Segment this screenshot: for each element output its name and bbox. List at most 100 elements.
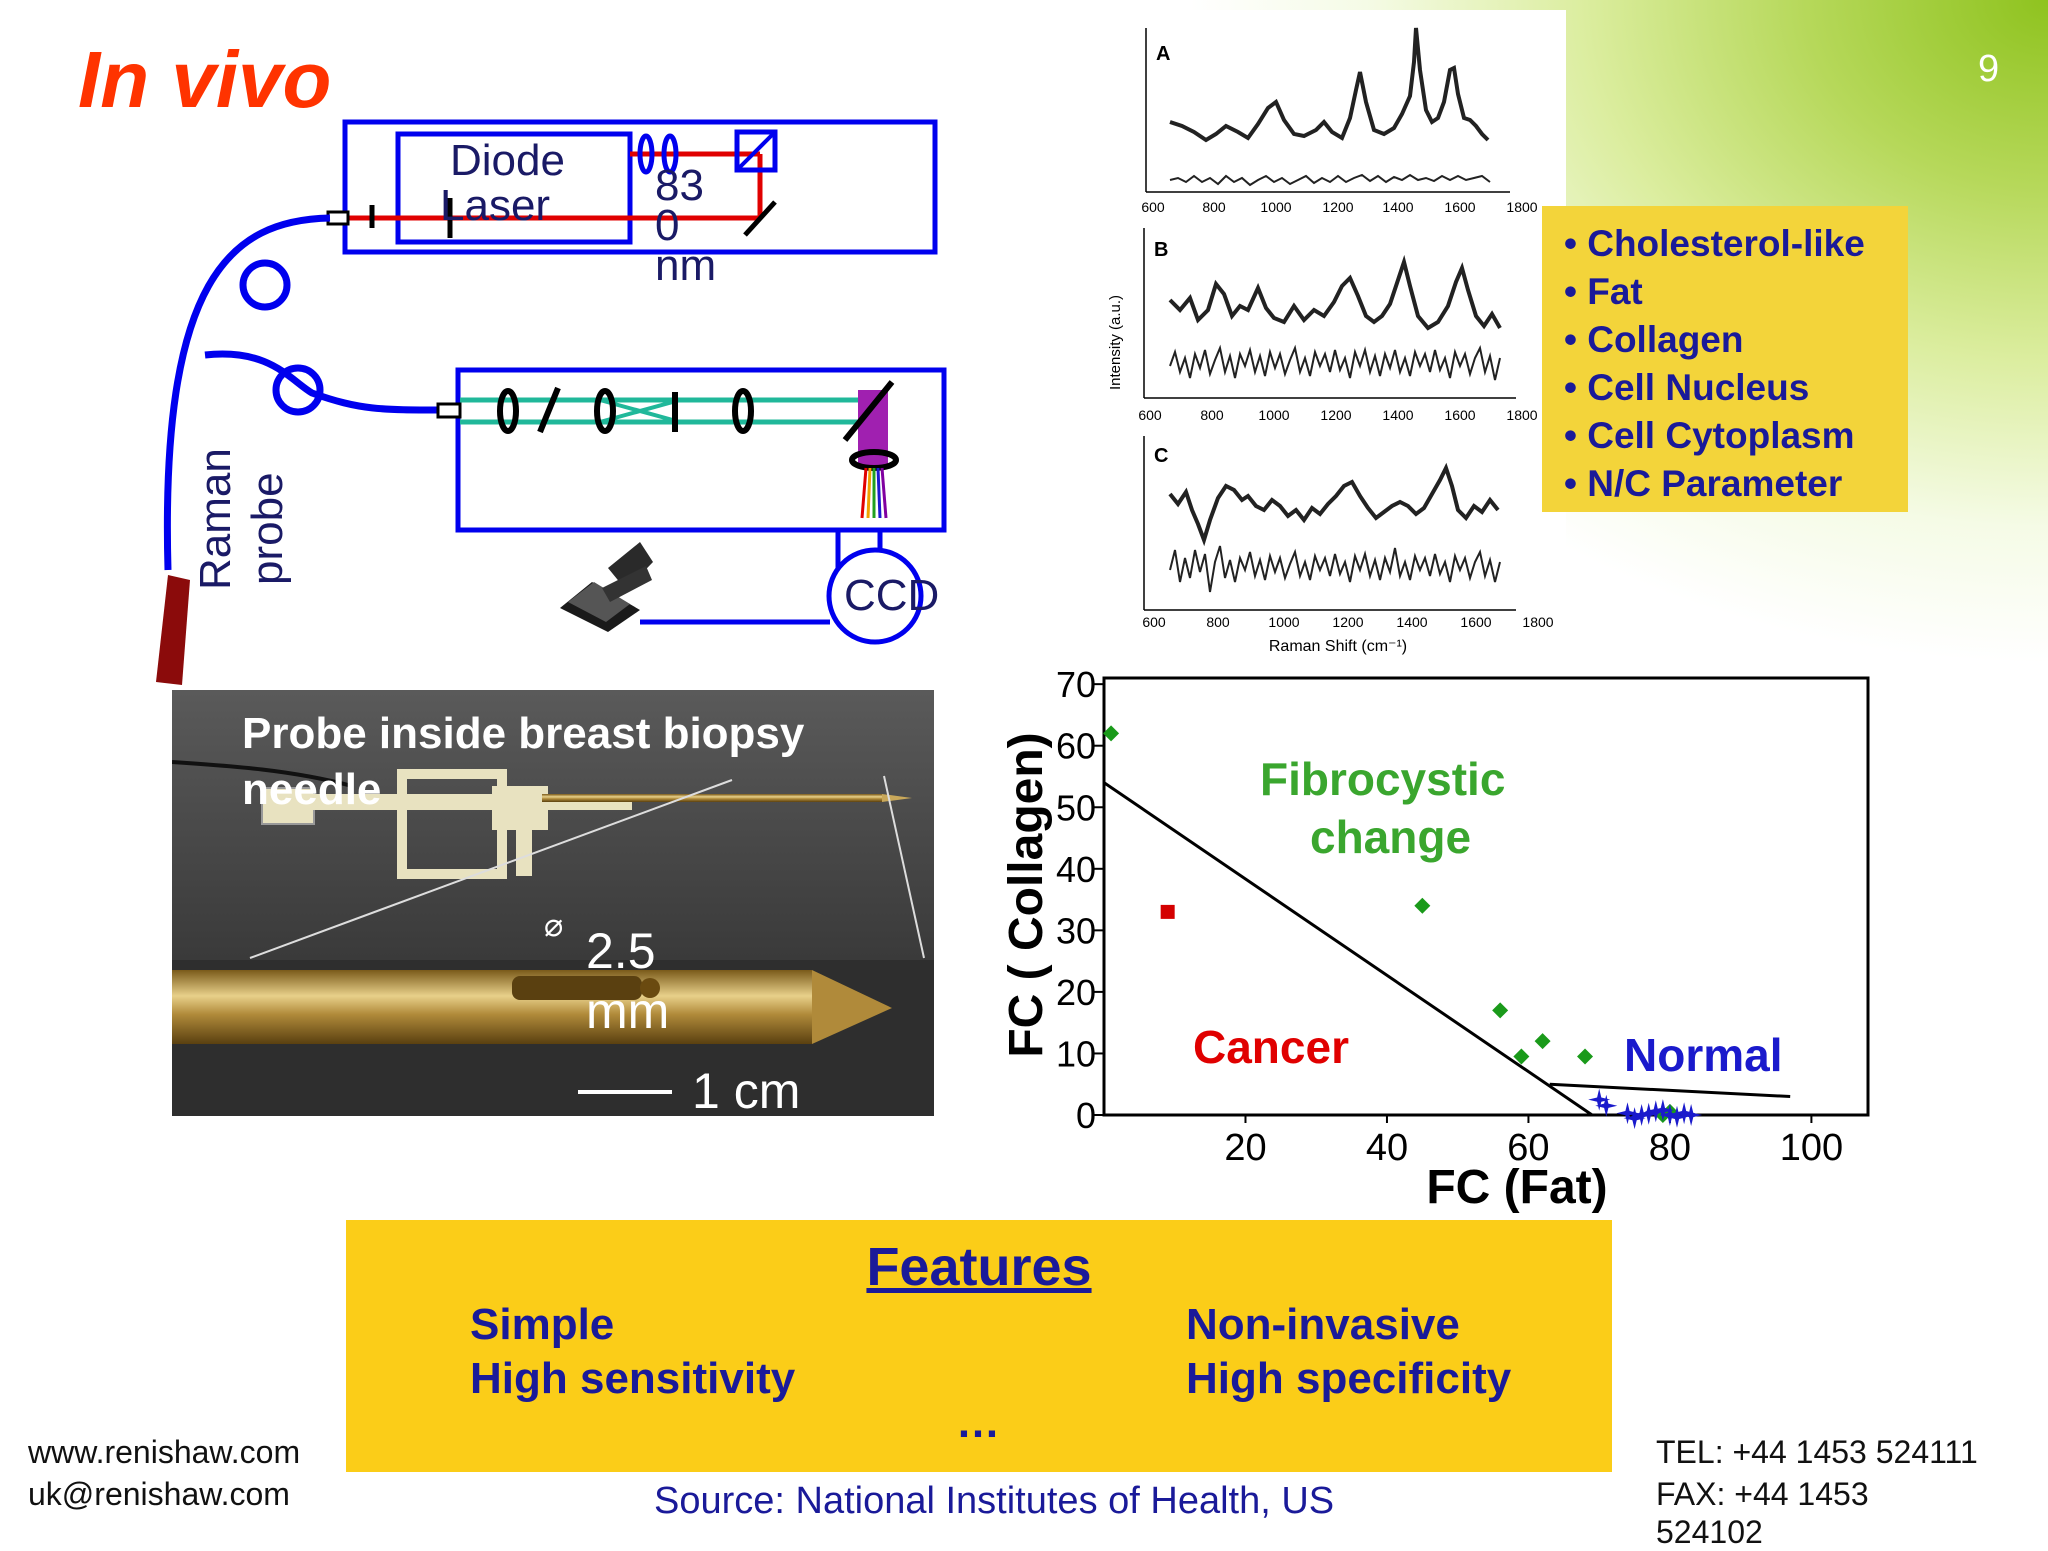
data-point-star — [1616, 1102, 1639, 1125]
features-title: Features — [866, 1237, 1092, 1297]
component-label: Fat — [1587, 271, 1643, 312]
feature-high-specificity: High specificity — [1186, 1354, 1512, 1403]
laptop-icon — [560, 542, 653, 632]
data-point-star — [1623, 1107, 1646, 1130]
x-tick-group: 20 40 60 80 100 — [1224, 1115, 1843, 1169]
diode-laser-box — [395, 131, 633, 245]
panel-b-tick: 1600 — [1444, 407, 1475, 423]
feature-non-invasive: Non-invasive — [1186, 1300, 1460, 1349]
panel-c-tick: 1800 — [1522, 614, 1553, 630]
component-label: N/C Parameter — [1587, 463, 1843, 504]
data-point-diamond — [1513, 1048, 1530, 1065]
collection-lens-1 — [497, 388, 519, 434]
laser-module-box — [342, 119, 938, 255]
biopsy-needle-photo: Probe inside breast biopsy needle ⌀ 2.5 … — [172, 690, 934, 1116]
spectrum-a-measured — [1169, 27, 1490, 143]
wavelength-label-1: 83 — [655, 161, 704, 210]
panel-b-tick: 1200 — [1320, 407, 1351, 423]
source-citation: Source: National Institutes of Health, U… — [654, 1480, 1335, 1522]
feature-more-ellipsis: … — [956, 1398, 1000, 1447]
fibrocystic-label-line1: Fibrocystic — [1260, 753, 1505, 805]
panel-c-x-ticks: 600 800 1000 1200 1400 1600 1800 — [1142, 614, 1553, 630]
data-point-diamond — [1103, 725, 1120, 742]
spectrum-a-residual — [1169, 173, 1491, 187]
y-tick-label: 40 — [1056, 849, 1096, 890]
data-point-star — [1680, 1104, 1703, 1126]
fiber-loop-1 — [239, 259, 291, 311]
y-axis-title: FC ( Collagen) — [1000, 732, 1053, 1057]
collection-lens-3 — [732, 388, 754, 434]
probe-label-1: Raman — [191, 448, 240, 590]
footer-website[interactable]: www.renishaw.com — [28, 1434, 301, 1470]
footer-telephone: TEL: +44 1453 524111 — [1656, 1434, 1978, 1470]
panel-b-tick: 1800 — [1506, 407, 1537, 423]
needle-photo-graphic — [172, 690, 934, 1116]
spectrum-c-measured — [1168, 462, 1500, 547]
panel-b-label: B — [1154, 239, 1168, 261]
panel-c-tick: 800 — [1206, 614, 1230, 630]
fiber-connector-collection — [436, 402, 462, 419]
x-tick-label: 100 — [1780, 1127, 1843, 1169]
panel-a-tick: 600 — [1141, 199, 1165, 215]
panel-c-tick: 1400 — [1396, 614, 1427, 630]
data-point-group — [1103, 725, 1703, 1130]
spectrum-rays — [860, 467, 888, 519]
data-point-diamond — [1577, 1048, 1594, 1065]
decision-boundary — [1103, 781, 1593, 1117]
ccd-detector — [826, 547, 924, 645]
data-point-star — [1666, 1105, 1688, 1128]
component-item: • Collagen — [1564, 319, 1744, 360]
component-item: • Fat — [1564, 271, 1643, 312]
panel-c-tick: 1200 — [1332, 614, 1363, 630]
data-point-star — [1637, 1102, 1660, 1125]
x-tick-label: 80 — [1649, 1127, 1691, 1169]
footer-email[interactable]: uk@renishaw.com — [28, 1476, 290, 1512]
laser-lens-2 — [661, 133, 679, 175]
data-point-star — [1630, 1104, 1653, 1126]
wavelength-label-3: nm — [655, 241, 716, 290]
panel-b-x-ticks: 600 800 1000 1200 1400 1600 1800 — [1138, 407, 1537, 423]
spectra-x-axis-label: Raman Shift (cm⁻¹) — [1269, 638, 1407, 655]
panel-c-tick: 600 — [1142, 614, 1166, 630]
x-tick-label: 20 — [1224, 1127, 1266, 1169]
data-point-star — [1588, 1088, 1611, 1111]
diameter-unit: mm — [586, 983, 670, 1039]
fiber-loop-2 — [272, 364, 324, 416]
panel-b-tick: 800 — [1200, 407, 1224, 423]
spectra-panel: A 600 800 1000 1200 1400 1600 1800 B 600… — [1098, 10, 1566, 668]
diode-label: Diode — [450, 136, 565, 185]
cancer-label: Cancer — [1193, 1021, 1349, 1073]
panel-a-x-ticks: 600 800 1000 1200 1400 1600 1800 — [1141, 199, 1537, 215]
y-tick-label: 20 — [1056, 972, 1096, 1013]
component-label: Cell Cytoplasm — [1587, 415, 1855, 456]
data-point-star — [1644, 1100, 1667, 1123]
raman-probe-tip — [156, 575, 190, 685]
x-tick-label: 40 — [1366, 1127, 1408, 1169]
grating — [842, 380, 895, 442]
wavelength-label-2: 0 — [655, 201, 679, 250]
panel-a-tick: 800 — [1202, 199, 1226, 215]
panel-b-tick: 600 — [1138, 407, 1162, 423]
beamsplitter-diagonal — [735, 130, 777, 172]
notch-filter — [537, 386, 561, 434]
component-item: • Cholesterol-like — [1564, 223, 1865, 264]
laser-lens-1 — [637, 133, 655, 175]
y-tick-label: 70 — [1056, 665, 1096, 705]
dispersed-beam — [858, 390, 888, 466]
panel-a-tick: 1400 — [1382, 199, 1413, 215]
cube-beamsplitter — [734, 129, 778, 173]
component-item: • Cell Nucleus — [1564, 367, 1810, 408]
feature-simple: Simple — [470, 1300, 615, 1349]
ccd-label: CCD — [844, 571, 939, 620]
component-item: • Cell Cytoplasm — [1564, 415, 1855, 456]
footer-fax: FAX: +44 1453 — [1656, 1476, 1869, 1512]
fiber-connector-excitation — [326, 210, 350, 226]
y-tick-label: 30 — [1056, 910, 1096, 951]
data-point-star — [1651, 1099, 1674, 1122]
panel-b-tick: 1000 — [1258, 407, 1289, 423]
y-tick-label: 10 — [1056, 1033, 1096, 1074]
data-point-square — [1160, 904, 1175, 919]
panel-a-tick: 1600 — [1444, 199, 1475, 215]
laser-label: Laser — [440, 181, 550, 230]
